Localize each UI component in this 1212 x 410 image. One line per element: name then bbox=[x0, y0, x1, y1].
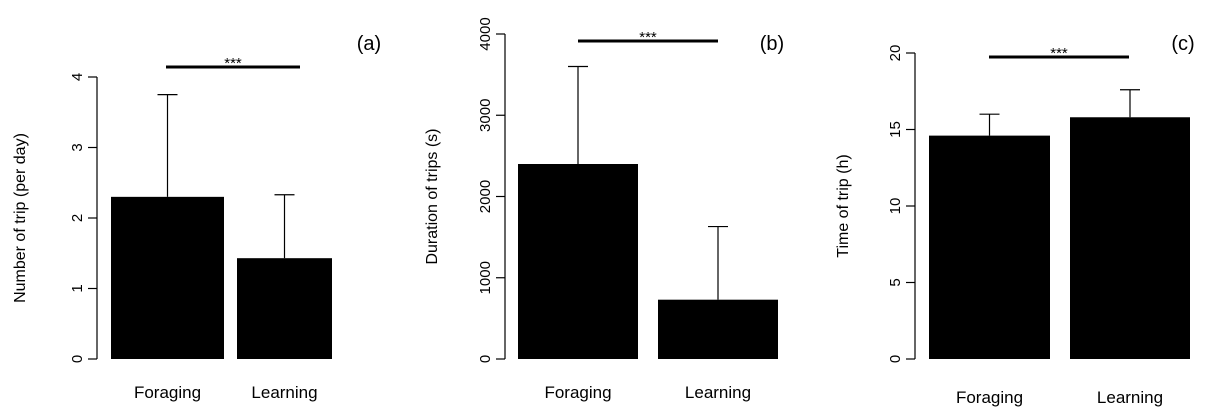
category-label: Foraging bbox=[134, 383, 201, 402]
bar-learning bbox=[1070, 117, 1190, 359]
y-tick-label: 0 bbox=[69, 355, 86, 363]
y-tick-label: 5 bbox=[887, 278, 904, 286]
panel-label: (a) bbox=[357, 33, 381, 55]
bar-learning bbox=[658, 299, 778, 359]
y-tick-label: 15 bbox=[887, 121, 904, 138]
category-label: Foraging bbox=[544, 383, 611, 402]
y-tick-label: 20 bbox=[887, 45, 904, 62]
bar-foraging bbox=[518, 164, 638, 359]
y-tick-label: 0 bbox=[477, 355, 494, 363]
y-tick-label: 3 bbox=[69, 143, 86, 151]
y-tick-label: 4 bbox=[69, 73, 86, 81]
y-axis-title: Time of trip (h) bbox=[835, 154, 852, 257]
y-tick-label: 1 bbox=[69, 284, 86, 292]
y-tick-label: 10 bbox=[887, 198, 904, 215]
chart-panel-b: 0 1000 2000 3000 4000 Duration of trips (s) Fo… bbox=[424, 17, 784, 402]
y-tick-label: 4000 bbox=[477, 17, 494, 50]
category-label: Learning bbox=[1097, 388, 1163, 407]
y-tick-label: 3000 bbox=[477, 99, 494, 132]
category-label: Learning bbox=[251, 383, 317, 402]
bar-foraging bbox=[929, 135, 1050, 359]
bar-foraging bbox=[111, 196, 224, 359]
bar-learning bbox=[237, 258, 332, 359]
y-axis-title: Duration of trips (s) bbox=[424, 128, 441, 264]
y-tick-label: 0 bbox=[887, 355, 904, 363]
y-axis-title: Number of trip (per day) bbox=[12, 133, 29, 303]
significance-stars: *** bbox=[639, 29, 657, 46]
significance-stars: *** bbox=[224, 55, 242, 72]
category-label: Learning bbox=[685, 383, 751, 402]
chart-panel-a: 0 1 2 3 4 Number of trip (per day) Foraging Lea… bbox=[12, 33, 381, 402]
y-tick-label: 2000 bbox=[477, 180, 494, 213]
panel-label: (b) bbox=[760, 33, 784, 55]
chart-panel-c: 0 5 10 15 20 Time of trip (h) Foraging Learning… bbox=[835, 33, 1195, 407]
significance-stars: *** bbox=[1050, 45, 1068, 62]
category-label: Foraging bbox=[956, 388, 1023, 407]
panel-label: (c) bbox=[1171, 33, 1194, 55]
y-tick-label: 1000 bbox=[477, 261, 494, 294]
y-tick-label: 2 bbox=[69, 214, 86, 222]
